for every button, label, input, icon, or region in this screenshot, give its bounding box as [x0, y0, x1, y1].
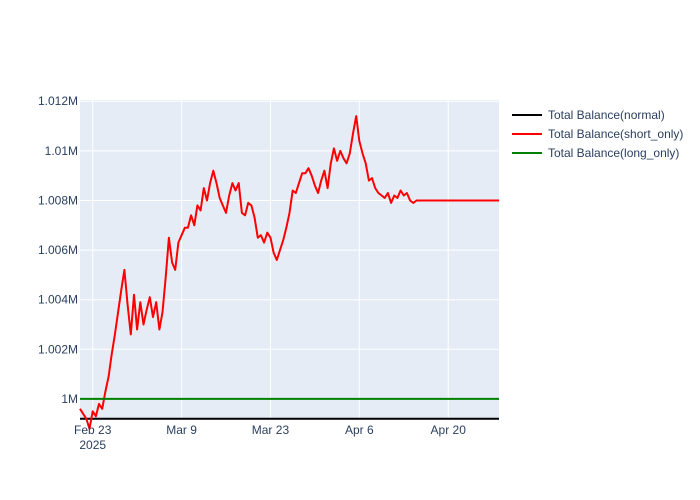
legend-item[interactable]: Total Balance(normal): [512, 108, 665, 122]
y-tick-label: 1.002M: [38, 342, 78, 356]
legend-item[interactable]: Total Balance(short_only): [512, 127, 683, 141]
y-tick-label: 1.004M: [38, 293, 78, 307]
series-lines: [79, 115, 499, 430]
y-tick-label: 1.01M: [45, 144, 78, 158]
legend-label: Total Balance(long_only): [548, 146, 679, 160]
x-tick-sublabel: 2025: [79, 438, 106, 452]
y-tick-label: 1M: [61, 392, 78, 406]
x-tick-label: Apr 6: [345, 423, 374, 437]
y-tick-label: 1.006M: [38, 243, 78, 257]
x-tick-label: Mar 23: [252, 423, 290, 437]
x-tick-label: Mar 9: [166, 423, 197, 437]
x-tick-label: Feb 23: [74, 423, 112, 437]
legend-item[interactable]: Total Balance(long_only): [512, 146, 679, 160]
plot-background: [80, 100, 499, 420]
y-tick-label: 1.012M: [38, 94, 78, 108]
y-axis-ticks: 1M 1.002M 1.004M 1.006M 1.008M 1.01M 1.012M: [38, 94, 78, 406]
legend-label: Total Balance(short_only): [548, 127, 683, 141]
legend-label: Total Balance(normal): [548, 108, 665, 122]
series-line-1: [79, 115, 499, 430]
x-tick-label: Apr 20: [431, 423, 467, 437]
y-tick-label: 1.008M: [38, 193, 78, 207]
legend[interactable]: Total Balance(normal) Total Balance(short…: [512, 108, 683, 160]
